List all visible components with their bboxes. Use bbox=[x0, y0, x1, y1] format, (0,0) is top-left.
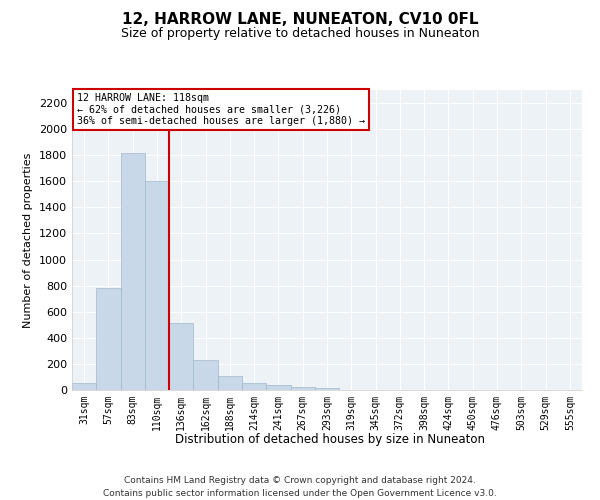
Text: Contains HM Land Registry data © Crown copyright and database right 2024.
Contai: Contains HM Land Registry data © Crown c… bbox=[103, 476, 497, 498]
Bar bbox=[290, 386, 315, 390]
Bar bbox=[315, 388, 339, 390]
Bar bbox=[72, 384, 96, 390]
Bar bbox=[193, 360, 218, 390]
Bar bbox=[96, 288, 121, 390]
Text: 12 HARROW LANE: 118sqm
← 62% of detached houses are smaller (3,226)
36% of semi-: 12 HARROW LANE: 118sqm ← 62% of detached… bbox=[77, 93, 365, 126]
Y-axis label: Number of detached properties: Number of detached properties bbox=[23, 152, 34, 328]
Text: 12, HARROW LANE, NUNEATON, CV10 0FL: 12, HARROW LANE, NUNEATON, CV10 0FL bbox=[122, 12, 478, 28]
Bar bbox=[242, 384, 266, 390]
Bar bbox=[145, 180, 169, 390]
Bar bbox=[169, 323, 193, 390]
Text: Size of property relative to detached houses in Nuneaton: Size of property relative to detached ho… bbox=[121, 28, 479, 40]
Bar bbox=[218, 376, 242, 390]
Bar bbox=[266, 385, 290, 390]
Text: Distribution of detached houses by size in Nuneaton: Distribution of detached houses by size … bbox=[175, 432, 485, 446]
Bar bbox=[121, 152, 145, 390]
